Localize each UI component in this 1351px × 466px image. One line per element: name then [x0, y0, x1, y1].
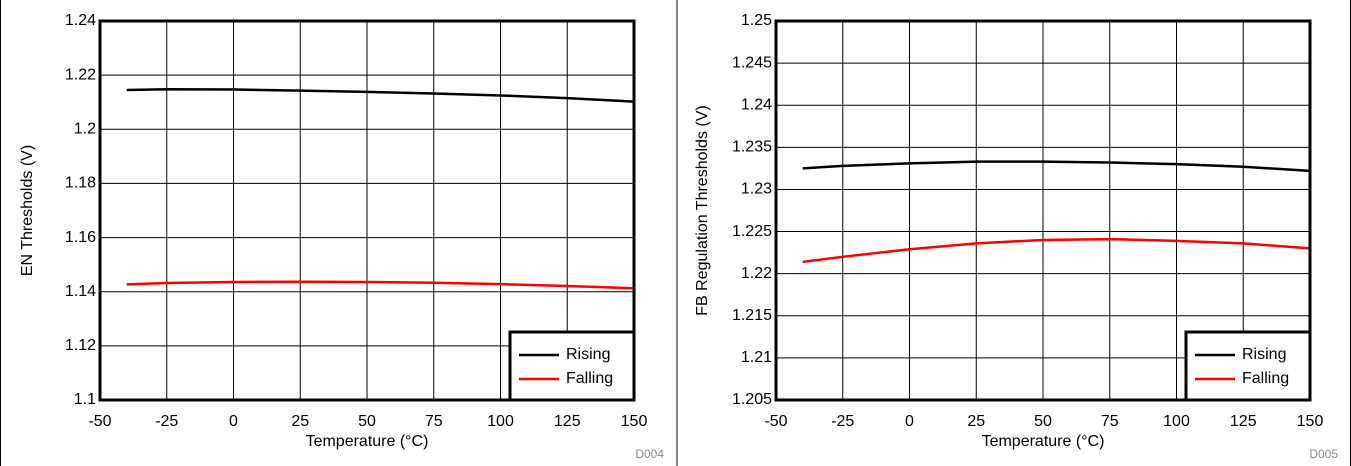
legend-box — [1184, 330, 1312, 402]
plot-border — [774, 19, 1312, 402]
legend-label: Rising — [566, 346, 610, 363]
y-tick-label: 1.23 — [741, 181, 772, 198]
y-tick-label: 1.12 — [65, 337, 96, 354]
footnote: D004 — [635, 447, 664, 461]
legend-box — [508, 330, 636, 402]
x-tick-label: 0 — [905, 413, 914, 430]
data-line — [126, 87, 635, 103]
y-tick-label: 1.25 — [741, 12, 772, 29]
y-tick-label: 1.22 — [741, 265, 772, 282]
x-tick-label: 0 — [229, 413, 238, 430]
y-tick-label: 1.22 — [65, 66, 96, 83]
x-tick-label: 150 — [1297, 413, 1324, 430]
x-tick-label: 50 — [358, 413, 376, 430]
x-tick-label: 150 — [621, 413, 648, 430]
data-line — [802, 237, 1311, 264]
x-tick-label: 75 — [1101, 413, 1119, 430]
y-tick-label: 1.16 — [65, 229, 96, 246]
data-line — [126, 280, 635, 290]
x-tick-label: -25 — [831, 413, 854, 430]
y-tick-label: 1.205 — [732, 391, 772, 408]
x-tick-label: -50 — [88, 413, 111, 430]
y-tick-label: 1.235 — [732, 139, 772, 156]
x-tick-label: -50 — [764, 413, 787, 430]
y-tick-label: 1.215 — [732, 307, 772, 324]
y-tick-label: 1.2 — [74, 121, 96, 138]
y-tick-label: 1.1 — [74, 391, 96, 408]
x-tick-label: 100 — [1163, 413, 1190, 430]
footnote: D005 — [1309, 447, 1338, 461]
legend-label: Falling — [1242, 370, 1289, 387]
x-tick-label: 125 — [1230, 413, 1257, 430]
x-tick-label: 100 — [487, 413, 514, 430]
legend-label: Rising — [1242, 346, 1286, 363]
y-tick-label: 1.18 — [65, 175, 96, 192]
y-tick-label: 1.24 — [741, 96, 772, 113]
y-axis-label: EN Thresholds (V) — [19, 145, 36, 276]
x-axis-label: Temperature (°C) — [306, 433, 429, 450]
plot-border — [98, 19, 636, 402]
x-tick-label: -25 — [155, 413, 178, 430]
x-tick-label: 25 — [967, 413, 985, 430]
data-line — [802, 160, 1311, 173]
y-tick-label: 1.225 — [732, 223, 772, 240]
x-tick-label: 125 — [554, 413, 581, 430]
y-tick-label: 1.245 — [732, 54, 772, 71]
x-tick-label: 75 — [425, 413, 443, 430]
y-axis-label: FB Regulation Thresholds (V) — [694, 105, 711, 315]
legend-label: Falling — [566, 370, 613, 387]
y-tick-label: 1.21 — [741, 349, 772, 366]
x-tick-label: 25 — [291, 413, 309, 430]
y-tick-label: 1.24 — [65, 12, 96, 29]
x-axis-label: Temperature (°C) — [982, 433, 1105, 450]
x-tick-label: 50 — [1034, 413, 1052, 430]
y-tick-label: 1.14 — [65, 283, 96, 300]
